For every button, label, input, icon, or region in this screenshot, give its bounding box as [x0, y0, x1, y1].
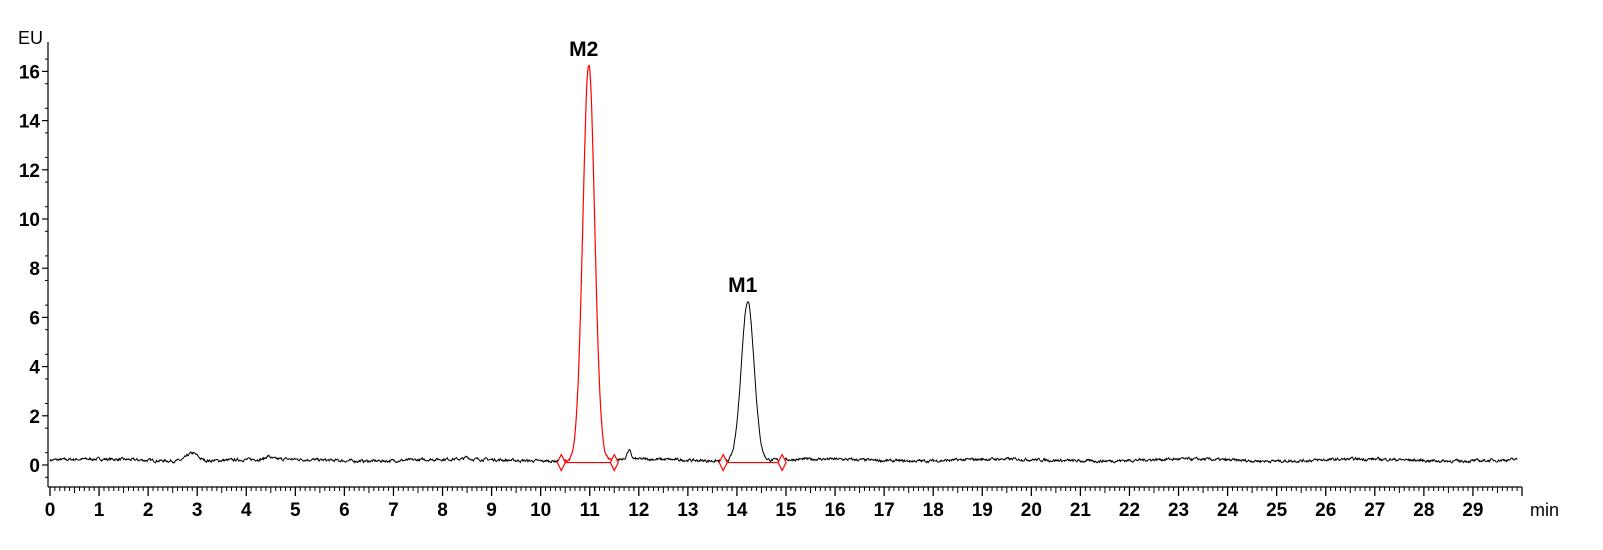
y-tick-label: 0 — [29, 456, 40, 477]
x-tick-label: 12 — [628, 500, 649, 521]
x-tick-label: 13 — [677, 500, 698, 521]
peak-label-m2: M2 — [569, 38, 598, 61]
x-tick-label: 3 — [192, 500, 203, 521]
chromatogram-trace-pre — [49, 451, 566, 464]
x-tick-label: 1 — [94, 500, 105, 521]
y-tick-label: 8 — [29, 259, 40, 280]
x-tick-label: 27 — [1364, 500, 1385, 521]
x-tick-label: 5 — [290, 500, 301, 521]
y-tick-label: 10 — [19, 210, 40, 231]
x-tick-label: 29 — [1462, 500, 1483, 521]
y-tick-label: 4 — [29, 358, 40, 379]
x-tick-label: 21 — [1070, 500, 1092, 521]
y-tick-label: 14 — [19, 112, 41, 133]
peak-boundary-marker — [556, 453, 566, 472]
x-tick-label: 14 — [726, 500, 748, 521]
x-tick-label: 11 — [580, 500, 601, 521]
chromatogram-trace-post — [611, 300, 1518, 464]
x-tick-label: 23 — [1168, 500, 1189, 521]
x-tick-label: 25 — [1266, 500, 1288, 521]
x-axis-unit-label: min — [1530, 500, 1559, 520]
trace-layer — [49, 64, 1518, 464]
x-tick-label: 8 — [437, 500, 448, 521]
x-tick-label: 28 — [1413, 500, 1434, 521]
x-tick-label: 0 — [45, 500, 56, 521]
x-tick-label: 18 — [923, 500, 944, 521]
x-tick-label: 6 — [339, 500, 350, 521]
peak-layer: M2 M1 — [556, 38, 787, 472]
y-tick-label: 12 — [19, 161, 40, 182]
x-tick-label: 9 — [486, 500, 497, 521]
x-tick-label: 17 — [874, 500, 895, 521]
x-tick-label: 4 — [241, 500, 252, 521]
x-tick-label: 7 — [388, 500, 399, 521]
peak-boundary-marker — [718, 453, 728, 472]
peak-boundary-marker — [777, 453, 787, 472]
x-tick-label: 20 — [1021, 500, 1042, 521]
peak-boundary-marker — [609, 453, 619, 472]
peak-label-m1: M1 — [728, 274, 757, 297]
x-tick-label: 2 — [143, 500, 154, 521]
x-tick-label: 24 — [1217, 500, 1239, 521]
x-tick-label: 10 — [530, 500, 551, 521]
y-tick-label: 6 — [29, 308, 40, 329]
y-tick-label: 16 — [19, 62, 40, 83]
x-tick-label: 16 — [824, 500, 845, 521]
x-tick-label: 22 — [1119, 500, 1140, 521]
x-tick-label: 26 — [1315, 500, 1336, 521]
x-tick-label: 19 — [972, 500, 993, 521]
x-tick-label: 15 — [775, 500, 797, 521]
y-tick-label: 2 — [29, 407, 40, 428]
peak-m2-trace — [565, 64, 613, 463]
y-axis-unit-label: EU — [18, 28, 43, 48]
